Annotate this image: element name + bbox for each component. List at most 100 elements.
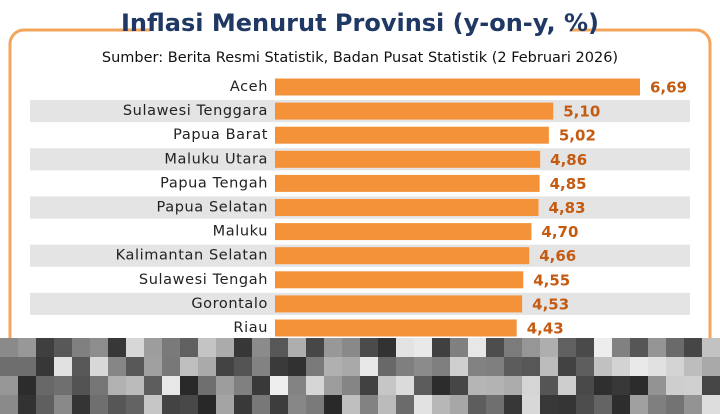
mosaic-cell (72, 376, 90, 395)
mosaic-cell (396, 357, 414, 376)
mosaic-cell (198, 395, 216, 414)
mosaic-cell (702, 357, 720, 376)
mosaic-cell (252, 357, 270, 376)
mosaic-cell (648, 338, 666, 357)
mosaic-cell (378, 357, 396, 376)
mosaic-cell (450, 338, 468, 357)
mosaic-cell (0, 376, 18, 395)
mosaic-cell (576, 395, 594, 414)
mosaic-cell (324, 338, 342, 357)
mosaic-cell (36, 376, 54, 395)
mosaic-cell (270, 357, 288, 376)
mosaic-cell (162, 376, 180, 395)
mosaic-cell (198, 338, 216, 357)
mosaic-cell (216, 338, 234, 357)
mosaic-cell (306, 395, 324, 414)
mosaic-cell (288, 376, 306, 395)
mosaic-cell (234, 338, 252, 357)
mosaic-cell (324, 395, 342, 414)
mosaic-cell (234, 376, 252, 395)
mosaic-cell (432, 395, 450, 414)
mosaic-cell (468, 338, 486, 357)
mosaic-cell (270, 338, 288, 357)
mosaic-cell (144, 376, 162, 395)
bar (275, 174, 540, 192)
mosaic-cell (702, 395, 720, 414)
value-label: 4,86 (550, 151, 587, 169)
mosaic-cell (342, 376, 360, 395)
category-label: Papua Barat (173, 127, 268, 143)
mosaic-cell (378, 338, 396, 357)
mosaic-cell (54, 338, 72, 357)
mosaic-cell (72, 357, 90, 376)
mosaic-cell (612, 376, 630, 395)
value-label: 4,66 (539, 247, 576, 265)
value-label: 4,53 (532, 295, 569, 313)
mosaic-cell (612, 338, 630, 357)
mosaic-cell (198, 376, 216, 395)
mosaic-cell (180, 376, 198, 395)
mosaic-cell (414, 357, 432, 376)
mosaic-cell (540, 338, 558, 357)
mosaic-cell (684, 357, 702, 376)
mosaic-cell (126, 357, 144, 376)
mosaic-cell (594, 376, 612, 395)
category-label: Sulawesi Tenggara (123, 103, 268, 119)
mosaic-cell (504, 357, 522, 376)
mosaic-cell (108, 357, 126, 376)
mosaic-cell (90, 357, 108, 376)
mosaic-cell (666, 376, 684, 395)
mosaic-cell (180, 338, 198, 357)
mosaic-cell (432, 338, 450, 357)
mosaic-cell (18, 357, 36, 376)
mosaic-cell (108, 395, 126, 414)
value-label: 4,85 (550, 175, 587, 193)
mosaic-cell (468, 376, 486, 395)
mosaic-cell (36, 395, 54, 414)
mosaic-cell (648, 376, 666, 395)
mosaic-cell (594, 338, 612, 357)
mosaic-cell (144, 338, 162, 357)
mosaic-cell (324, 357, 342, 376)
mosaic-cell (576, 376, 594, 395)
mosaic-cell (432, 357, 450, 376)
mosaic-cell (540, 357, 558, 376)
mosaic-cell (702, 376, 720, 395)
mosaic-cell (126, 338, 144, 357)
bar (275, 295, 523, 313)
mosaic-cell (576, 357, 594, 376)
mosaic-cell (234, 357, 252, 376)
mosaic-cell (522, 338, 540, 357)
redaction-mosaic (0, 338, 720, 414)
mosaic-cell (522, 395, 540, 414)
mosaic-cell (378, 376, 396, 395)
category-label: Gorontalo (191, 296, 268, 312)
bar (275, 319, 517, 337)
bar (275, 223, 532, 241)
mosaic-cell (594, 395, 612, 414)
mosaic-cell (342, 395, 360, 414)
mosaic-cell (306, 376, 324, 395)
mosaic-cell (252, 395, 270, 414)
mosaic-cell (414, 395, 432, 414)
mosaic-cell (270, 376, 288, 395)
value-label: 4,55 (533, 271, 570, 289)
mosaic-cell (504, 395, 522, 414)
mosaic-cell (630, 357, 648, 376)
mosaic-cell (522, 376, 540, 395)
category-label: Maluku Utara (164, 151, 268, 167)
mosaic-cell (216, 395, 234, 414)
mosaic-cell (0, 357, 18, 376)
mosaic-cell (252, 376, 270, 395)
value-label: 4,43 (527, 320, 564, 338)
category-label: Maluku (213, 224, 268, 240)
mosaic-cell (324, 376, 342, 395)
mosaic-cell (432, 376, 450, 395)
mosaic-cell (270, 395, 288, 414)
mosaic-cell (612, 357, 630, 376)
mosaic-cell (360, 395, 378, 414)
mosaic-cell (468, 357, 486, 376)
mosaic-cell (558, 395, 576, 414)
